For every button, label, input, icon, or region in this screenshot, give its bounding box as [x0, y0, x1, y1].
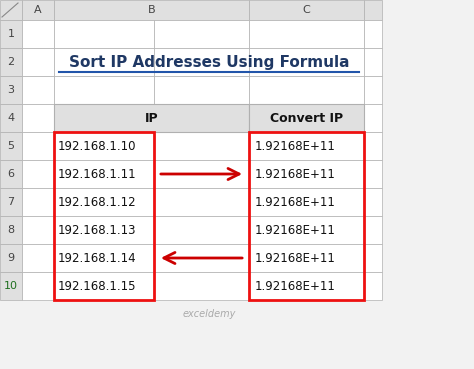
Text: IP: IP	[145, 111, 158, 124]
FancyBboxPatch shape	[249, 20, 364, 48]
Text: 5: 5	[8, 141, 15, 151]
FancyBboxPatch shape	[22, 244, 54, 272]
FancyBboxPatch shape	[54, 104, 154, 132]
FancyBboxPatch shape	[22, 272, 54, 300]
Text: exceldemy: exceldemy	[182, 309, 236, 319]
FancyBboxPatch shape	[22, 188, 54, 216]
Text: 192.168.1.12: 192.168.1.12	[58, 196, 137, 208]
FancyBboxPatch shape	[364, 188, 382, 216]
FancyBboxPatch shape	[154, 104, 249, 132]
FancyBboxPatch shape	[54, 104, 249, 132]
FancyBboxPatch shape	[22, 160, 54, 188]
FancyBboxPatch shape	[22, 48, 54, 76]
Text: 9: 9	[8, 253, 15, 263]
FancyBboxPatch shape	[364, 104, 382, 132]
Text: A: A	[34, 5, 42, 15]
Text: 192.168.1.13: 192.168.1.13	[58, 224, 137, 237]
Text: 2: 2	[8, 57, 15, 67]
FancyBboxPatch shape	[54, 48, 154, 76]
FancyBboxPatch shape	[154, 188, 249, 216]
FancyBboxPatch shape	[54, 132, 154, 160]
FancyBboxPatch shape	[154, 160, 249, 188]
Text: B: B	[148, 5, 155, 15]
FancyBboxPatch shape	[0, 104, 22, 132]
FancyBboxPatch shape	[54, 20, 154, 48]
FancyBboxPatch shape	[154, 272, 249, 300]
FancyBboxPatch shape	[22, 76, 54, 104]
Text: Sort IP Addresses Using Formula: Sort IP Addresses Using Formula	[69, 55, 349, 69]
FancyBboxPatch shape	[249, 48, 364, 76]
Text: 3: 3	[8, 85, 15, 95]
FancyBboxPatch shape	[54, 216, 154, 244]
FancyBboxPatch shape	[249, 216, 364, 244]
FancyBboxPatch shape	[0, 188, 22, 216]
FancyBboxPatch shape	[154, 216, 249, 244]
FancyBboxPatch shape	[154, 132, 249, 160]
FancyBboxPatch shape	[364, 132, 382, 160]
FancyBboxPatch shape	[364, 160, 382, 188]
Text: 1.92168E+11: 1.92168E+11	[255, 279, 336, 293]
FancyBboxPatch shape	[364, 20, 382, 48]
FancyBboxPatch shape	[249, 244, 364, 272]
Text: 1.92168E+11: 1.92168E+11	[255, 252, 336, 265]
FancyBboxPatch shape	[54, 76, 154, 104]
FancyBboxPatch shape	[249, 104, 364, 132]
Text: 192.168.1.15: 192.168.1.15	[58, 279, 137, 293]
FancyBboxPatch shape	[249, 272, 364, 300]
FancyBboxPatch shape	[249, 132, 364, 160]
Text: 1.92168E+11: 1.92168E+11	[255, 224, 336, 237]
Text: 192.168.1.10: 192.168.1.10	[58, 139, 137, 152]
FancyBboxPatch shape	[0, 0, 22, 20]
FancyBboxPatch shape	[364, 0, 382, 20]
Text: 6: 6	[8, 169, 15, 179]
FancyBboxPatch shape	[54, 188, 154, 216]
FancyBboxPatch shape	[249, 0, 364, 20]
FancyBboxPatch shape	[154, 244, 249, 272]
FancyBboxPatch shape	[54, 0, 249, 20]
Text: 8: 8	[8, 225, 15, 235]
Text: 10: 10	[4, 281, 18, 291]
FancyBboxPatch shape	[0, 76, 22, 104]
FancyBboxPatch shape	[154, 76, 249, 104]
FancyBboxPatch shape	[154, 48, 249, 76]
Text: 1.92168E+11: 1.92168E+11	[255, 196, 336, 208]
FancyBboxPatch shape	[0, 132, 22, 160]
FancyBboxPatch shape	[22, 104, 54, 132]
Text: C: C	[302, 5, 310, 15]
FancyBboxPatch shape	[22, 216, 54, 244]
FancyBboxPatch shape	[54, 272, 154, 300]
FancyBboxPatch shape	[0, 244, 22, 272]
FancyBboxPatch shape	[54, 160, 154, 188]
FancyBboxPatch shape	[364, 272, 382, 300]
Text: 1.92168E+11: 1.92168E+11	[255, 139, 336, 152]
Text: 4: 4	[8, 113, 15, 123]
Text: 1.92168E+11: 1.92168E+11	[255, 168, 336, 180]
FancyBboxPatch shape	[249, 188, 364, 216]
FancyBboxPatch shape	[364, 216, 382, 244]
FancyBboxPatch shape	[22, 20, 54, 48]
FancyBboxPatch shape	[249, 104, 364, 132]
FancyBboxPatch shape	[0, 48, 22, 76]
FancyBboxPatch shape	[0, 160, 22, 188]
FancyBboxPatch shape	[364, 244, 382, 272]
FancyBboxPatch shape	[0, 20, 22, 48]
Text: 1: 1	[8, 29, 15, 39]
FancyBboxPatch shape	[364, 48, 382, 76]
Text: 7: 7	[8, 197, 15, 207]
Text: 192.168.1.14: 192.168.1.14	[58, 252, 137, 265]
FancyBboxPatch shape	[0, 216, 22, 244]
FancyBboxPatch shape	[22, 0, 54, 20]
FancyBboxPatch shape	[364, 76, 382, 104]
Text: Convert IP: Convert IP	[270, 111, 343, 124]
FancyBboxPatch shape	[54, 244, 154, 272]
FancyBboxPatch shape	[22, 132, 54, 160]
FancyBboxPatch shape	[249, 76, 364, 104]
FancyBboxPatch shape	[249, 160, 364, 188]
Text: 192.168.1.11: 192.168.1.11	[58, 168, 137, 180]
FancyBboxPatch shape	[0, 272, 22, 300]
FancyBboxPatch shape	[154, 20, 249, 48]
